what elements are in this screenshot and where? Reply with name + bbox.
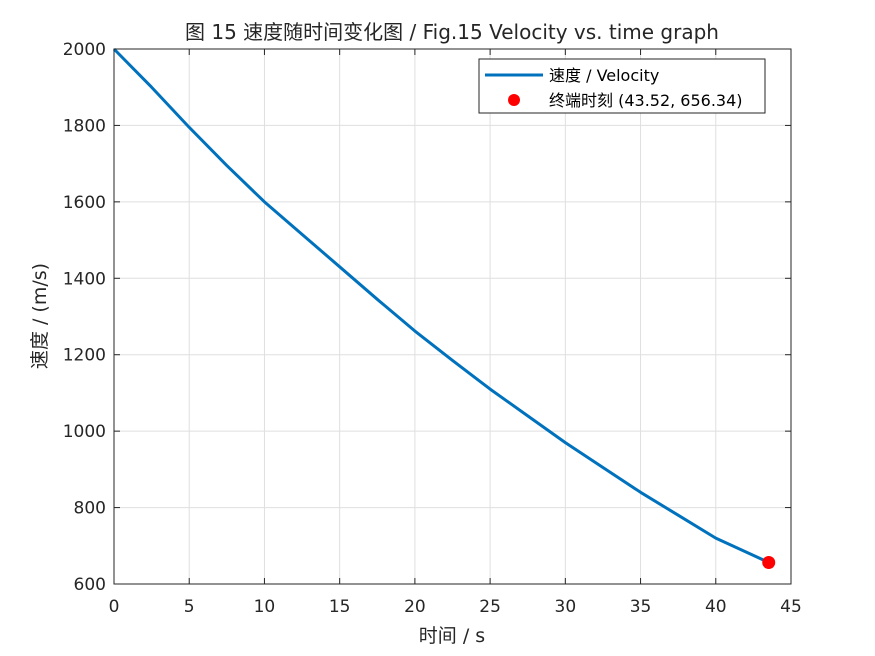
y-axis-label: 速度 / (m/s) (29, 263, 51, 369)
axes-box (113, 48, 792, 585)
x-tick-label: 25 (479, 597, 501, 617)
x-tick-label: 40 (705, 597, 727, 617)
y-tick-label: 1200 (63, 346, 106, 366)
y-tick-label: 800 (74, 499, 106, 519)
legend-label-velocity: 速度 / Velocity (549, 66, 659, 85)
legend: 速度 / Velocity 终端时刻 (43.52, 656.34) (478, 58, 766, 114)
y-tick-label: 1400 (63, 269, 106, 289)
plot-area (112, 47, 776, 569)
y-tick-label: 1800 (63, 116, 106, 136)
x-tick-label: 30 (555, 597, 577, 617)
y-tick-label: 1000 (63, 422, 106, 442)
legend-label-terminal: 终端时刻 (43.52, 656.34) (549, 91, 743, 110)
axis-ticks: 0 5 10 15 20 25 30 35 40 45 600 800 1000 1200 1400 1600… (63, 40, 802, 617)
x-tick-label: 10 (254, 597, 276, 617)
y-tick-label: 1600 (63, 193, 106, 213)
terminal-point-marker (762, 555, 776, 569)
x-tick-label: 45 (780, 597, 802, 617)
x-tick-label: 35 (630, 597, 652, 617)
x-tick-label: 15 (329, 597, 351, 617)
y-tick-label: 2000 (63, 40, 106, 60)
chart-title: 图 15 速度随时间变化图 / Fig.15 Velocity vs. time… (185, 20, 719, 44)
x-tick-label: 20 (404, 597, 426, 617)
x-axis-label: 时间 / s (419, 625, 485, 647)
x-tick-label: 5 (184, 597, 195, 617)
legend-box (478, 58, 766, 114)
y-tick-label: 600 (74, 575, 106, 595)
x-tick-label: 0 (109, 597, 120, 617)
velocity-series-line (112, 47, 770, 564)
legend-marker-swatch (508, 94, 520, 106)
